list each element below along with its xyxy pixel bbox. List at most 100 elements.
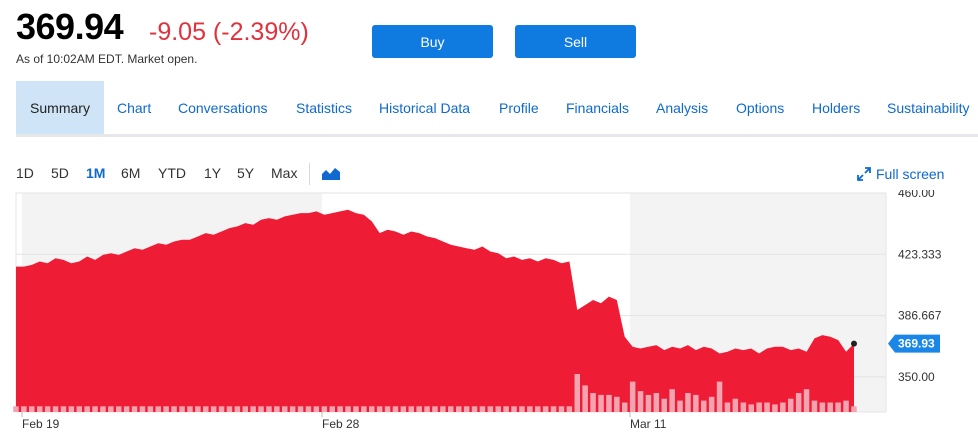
full-screen-label: Full screen [876,166,945,182]
volume-bar [242,406,248,412]
tab-historical-data[interactable]: Historical Data [379,99,471,116]
volume-bar [558,406,565,412]
volume-bar [843,400,849,412]
x-tick-label: Feb 19 [22,417,60,431]
range-max[interactable]: Max [271,165,298,181]
quote-price: 369.94 [16,6,124,47]
volume-bar [203,406,209,412]
volume-bar [764,402,770,412]
buy-button[interactable]: Buy [372,25,493,58]
volume-bar [408,406,414,412]
range-5d[interactable]: 5D [51,165,69,181]
current-price-badge [888,334,940,353]
x-tick-label: Mar 11 [630,417,667,431]
volume-bar [131,406,138,412]
volume-bar [803,389,810,412]
range-5y[interactable]: 5Y [237,165,255,181]
tab-holders[interactable]: Holders [812,99,861,116]
volume-bar [637,391,644,412]
range-ytd[interactable]: YTD [158,165,186,181]
y-tick-label: 460.00 [898,190,935,200]
volume-bar [566,406,573,412]
volume-bar [210,406,217,412]
volume-bar [337,406,343,412]
volume-bar [195,406,201,412]
volume-bar [218,406,225,412]
volume-bar [21,406,27,412]
volume-bar [598,394,604,412]
price-chart[interactable]: 460.00 423.333 386.667 350.00 369.93 Feb 19 Fe… [0,190,978,446]
volume-bar [416,406,422,412]
volume-bar [645,394,652,412]
volume-bar [100,406,106,412]
volume-bar [44,406,51,412]
volume-bar [479,406,486,412]
price-area-series [16,209,854,412]
tab-analysis[interactable]: Analysis [656,99,709,116]
range-divider [309,163,310,185]
volume-bar [155,406,161,412]
tab-summary[interactable]: Summary [16,81,104,134]
volume-bar [677,400,683,412]
range-1y[interactable]: 1Y [204,165,222,181]
volume-bar [527,406,533,412]
volume-bar [772,404,778,412]
volume-bar [550,406,557,412]
tab-profile[interactable]: Profile [499,99,539,116]
volume-bar [487,406,494,412]
volume-bar [171,406,177,412]
volume-bar [13,406,19,412]
volume-bar [811,400,818,412]
volume-bar [52,406,59,412]
volume-bar [756,402,762,412]
tab-conversations[interactable]: Conversations [178,99,268,116]
volume-bar [37,406,43,412]
volume-bar [495,406,501,412]
volume-bar [179,406,185,412]
sell-button[interactable]: Sell [515,25,636,58]
tab-options[interactable]: Options [736,99,785,116]
volume-bar [329,406,335,412]
volume-bar [384,406,391,412]
tab-financials[interactable]: Financials [566,99,630,116]
volume-bar [440,406,446,412]
volume-bar [732,398,739,412]
volume-bar [258,406,264,412]
volume-bar [835,402,841,412]
volume-bar [622,402,628,412]
volume-bar [693,394,699,412]
volume-bar [503,406,509,412]
quote-change: -9.05 (-2.39%) [149,18,309,46]
volume-bar [614,396,620,412]
tab-sustainability[interactable]: Sustainability [887,99,970,116]
volume-bar [542,406,549,412]
volume-bar [297,406,304,412]
volume-bar [392,406,399,412]
volume-bar [234,406,241,412]
tab-chart[interactable]: Chart [117,99,152,116]
volume-bar [819,402,826,412]
volume-bar [582,385,588,412]
volume-bar [313,406,320,412]
y-tick-label: 386.667 [898,309,942,323]
mountain-chart-icon[interactable] [322,166,340,180]
volume-bar [123,406,130,412]
range-6m[interactable]: 6M [121,165,141,181]
volume-bar [187,406,193,412]
range-1m[interactable]: 1M [86,165,106,181]
volume-bar [163,406,169,412]
expand-arrows-icon [857,167,871,181]
last-price-marker [851,340,857,347]
volume-bar [740,402,747,412]
volume-bar [369,406,375,412]
volume-bar [606,394,612,412]
volume-bar [84,406,90,412]
volume-bar [305,406,312,412]
volume-bar [851,406,857,412]
volume-bar [92,406,98,412]
full-screen-button[interactable]: Full screen [857,166,944,182]
volume-bar [748,404,754,412]
volume-bar [60,406,67,412]
range-1d[interactable]: 1D [16,165,34,181]
tab-statistics[interactable]: Statistics [296,99,353,116]
